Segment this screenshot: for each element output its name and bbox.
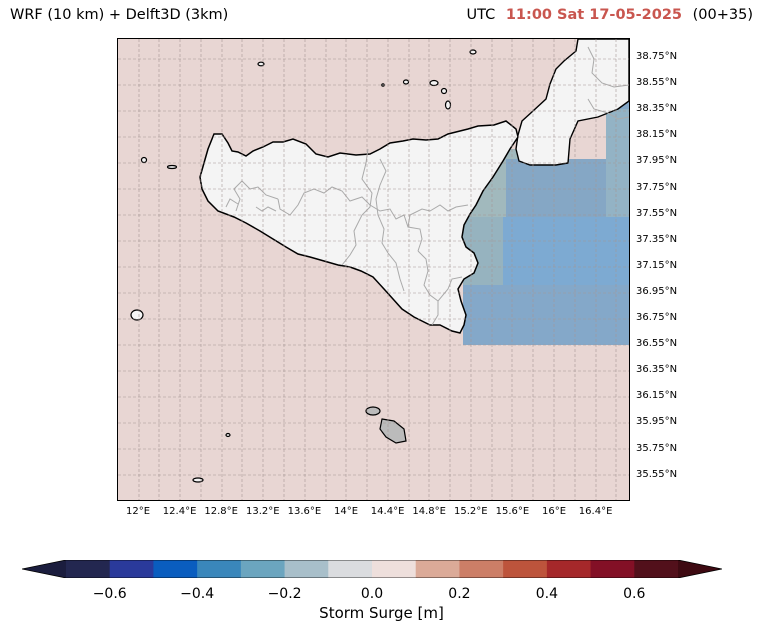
latitude-label: 37.35°N xyxy=(636,233,678,245)
longitude-label: 13.2°E xyxy=(246,506,280,517)
longitude-label: 14.8°E xyxy=(412,506,446,517)
latitude-label: 36.75°N xyxy=(636,312,678,323)
colorbar-tick-label: 0.2 xyxy=(448,586,471,602)
longitude-label: 12.8°E xyxy=(204,506,238,517)
latitude-label: 38.35°N xyxy=(636,103,678,115)
alicudi-island xyxy=(469,49,477,55)
timezone-label: UTC xyxy=(466,7,496,23)
colorbar-bin xyxy=(328,560,373,578)
longitude-label: 14.4°E xyxy=(370,506,405,517)
lipari-island xyxy=(429,79,439,87)
surge-cell xyxy=(463,285,629,345)
colorbar-bin xyxy=(415,560,460,578)
colorbar-bin xyxy=(372,560,417,578)
latitude-label: 37.55°N xyxy=(636,207,678,219)
marettimo-island xyxy=(140,156,148,164)
surge-field xyxy=(458,79,629,345)
surge-cell xyxy=(606,99,629,229)
lead-time: (00+35) xyxy=(692,7,753,23)
longitude-label: 15.2°E xyxy=(454,506,488,517)
colorbar-tick-label: 0.0 xyxy=(360,586,384,602)
latitude-label: 37.15°N xyxy=(636,259,678,271)
colorbar xyxy=(22,560,722,578)
latitude-label: 35.95°N xyxy=(636,416,678,428)
longitude-label: 14°E xyxy=(333,506,359,517)
surge-cell xyxy=(503,217,629,297)
longitude-label: 12.4°E xyxy=(162,506,197,517)
colorbar-bin xyxy=(546,560,592,578)
model-title: WRF (10 km) + Delft3D (3km) xyxy=(10,7,229,23)
colorbar-label: Storm Surge [m] xyxy=(319,604,444,622)
colorbar-bin xyxy=(66,560,111,578)
latitude-label: 35.75°N xyxy=(636,442,678,454)
latitude-label: 35.55°N xyxy=(636,468,678,480)
latitude-label: 36.35°N xyxy=(636,364,678,376)
colorbar-bin xyxy=(503,560,548,578)
calabria-borders xyxy=(587,46,629,120)
longitude-label: 15.6°E xyxy=(495,506,530,517)
latitude-label: 38.75°N xyxy=(636,51,678,62)
gozo-island xyxy=(365,406,381,416)
colorbar-tick-label: −0.4 xyxy=(180,586,215,602)
colorbar-extend-max xyxy=(678,560,722,578)
pantelleria-island xyxy=(130,309,144,321)
latitude-label: 37.95°N xyxy=(636,155,678,167)
sicily-land xyxy=(199,120,519,334)
colorbar-bin xyxy=(197,560,242,578)
linosa-island xyxy=(225,432,231,438)
longitude-label: 16.4°E xyxy=(578,506,613,517)
colorbar-bin xyxy=(590,560,635,578)
colorbar-bin xyxy=(634,560,679,578)
map-panel[interactable] xyxy=(117,38,630,501)
latitude-label: 36.55°N xyxy=(636,338,678,350)
graticule xyxy=(118,39,629,500)
lampedusa-island xyxy=(192,477,204,483)
colorbar-bin xyxy=(284,560,329,578)
latitude-label: 38.15°N xyxy=(636,129,678,141)
valid-time-header: UTC 11:00 Sat 17-05-2025 (00+35) xyxy=(466,7,753,23)
colorbar-tick-label: 0.6 xyxy=(623,586,646,602)
latitude-label: 36.15°N xyxy=(636,390,678,402)
colorbar-bin xyxy=(153,560,198,578)
ustica-island xyxy=(257,61,265,67)
latitude-label: 38.55°N xyxy=(636,77,678,89)
longitude-label: 16°E xyxy=(541,506,567,517)
islands xyxy=(130,49,477,483)
stromboli-island xyxy=(444,100,452,110)
longitude-label: 12°E xyxy=(125,506,151,517)
map-canvas xyxy=(118,39,629,500)
colorbar-tick-label: −0.2 xyxy=(267,586,302,602)
valid-time: 11:00 Sat 17-05-2025 xyxy=(505,7,683,23)
colorbar-tick-label: 0.4 xyxy=(535,586,558,602)
colorbar-extend-min xyxy=(22,560,66,578)
colorbar-bin xyxy=(459,560,504,578)
colorbar-bin xyxy=(109,560,154,578)
latitude-label: 36.95°N xyxy=(636,285,678,297)
colorbar-tick-label: −0.6 xyxy=(92,586,127,602)
malta-island xyxy=(379,418,407,444)
longitude-label: 13.6°E xyxy=(287,506,322,517)
colorbar-bin xyxy=(240,560,286,578)
latitude-label: 37.75°N xyxy=(636,181,678,193)
salina-island xyxy=(402,79,410,85)
vulcano-island xyxy=(440,87,448,95)
favignana-island xyxy=(166,164,178,170)
